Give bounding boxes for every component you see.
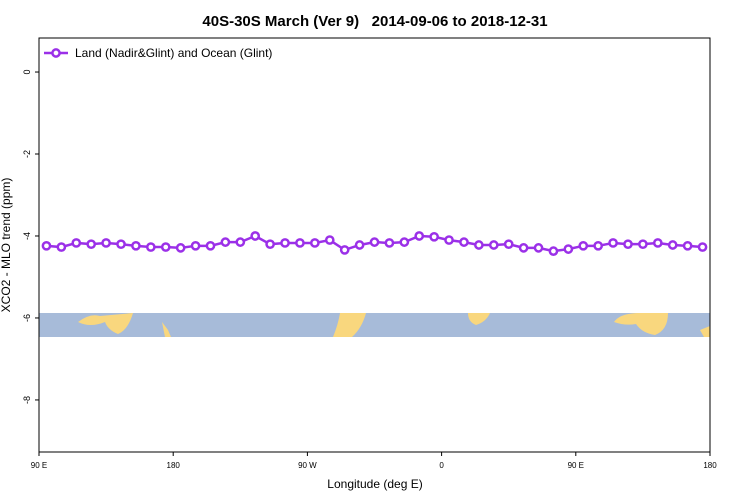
y-tick-label: 0: [22, 70, 32, 75]
x-tick-label: 90 W: [298, 461, 317, 470]
point: [474, 240, 484, 250]
x-tick-label: 90 E: [31, 461, 47, 470]
point: [145, 242, 156, 252]
y-axis-label: XCO2 - MLO trend (ppm): [0, 178, 13, 313]
point: [503, 239, 514, 250]
point: [265, 239, 275, 250]
point: [593, 240, 604, 251]
point: [652, 238, 663, 248]
point: [548, 246, 559, 256]
point: [324, 235, 335, 245]
x-axis-label: Longitude (deg E): [327, 477, 422, 491]
point: [429, 231, 439, 242]
point: [175, 243, 186, 253]
legend-label: Land (Nadir&Glint) and Ocean (Glint): [75, 46, 272, 60]
point: [444, 235, 454, 245]
point: [488, 240, 499, 250]
point: [280, 238, 290, 248]
point: [101, 238, 111, 248]
point: [697, 242, 708, 252]
point: [384, 238, 395, 248]
point: [131, 240, 141, 251]
point: [623, 239, 633, 250]
point: [41, 240, 52, 251]
point: [638, 239, 648, 250]
y-tick-label: -8: [22, 396, 32, 404]
point: [608, 238, 618, 248]
x-tick-label: 0: [439, 461, 444, 470]
point: [399, 237, 410, 247]
point: [86, 239, 97, 250]
point: [369, 237, 380, 247]
point: [518, 243, 529, 253]
point: [578, 240, 589, 251]
point: [682, 240, 693, 251]
point: [250, 231, 261, 241]
point: [205, 240, 216, 251]
map-strip: [39, 313, 710, 337]
point: [71, 238, 82, 248]
point: [235, 237, 246, 247]
plot-frame: [38, 37, 711, 453]
point: [310, 238, 320, 248]
point: [563, 244, 574, 254]
point: [459, 237, 469, 247]
x-tick-label: 90 E: [568, 461, 584, 470]
point: [56, 242, 67, 252]
point: [220, 237, 231, 247]
point: [414, 231, 425, 241]
x-tick-label: 180: [703, 461, 717, 470]
x-tick-label: 180: [167, 461, 181, 470]
point: [295, 238, 305, 248]
point: [354, 240, 365, 250]
point: [533, 243, 544, 253]
point: [339, 245, 350, 255]
chart-title: 40S-30S March (Ver 9) 2014-09-06 to 2018…: [202, 13, 547, 30]
point: [190, 240, 201, 251]
legend-marker: [51, 48, 61, 58]
point: [667, 240, 678, 250]
point: [160, 242, 171, 252]
y-tick-label: -6: [22, 314, 32, 322]
y-tick-label: -2: [22, 150, 32, 158]
point: [116, 239, 126, 250]
y-tick-label: -4: [22, 232, 32, 240]
